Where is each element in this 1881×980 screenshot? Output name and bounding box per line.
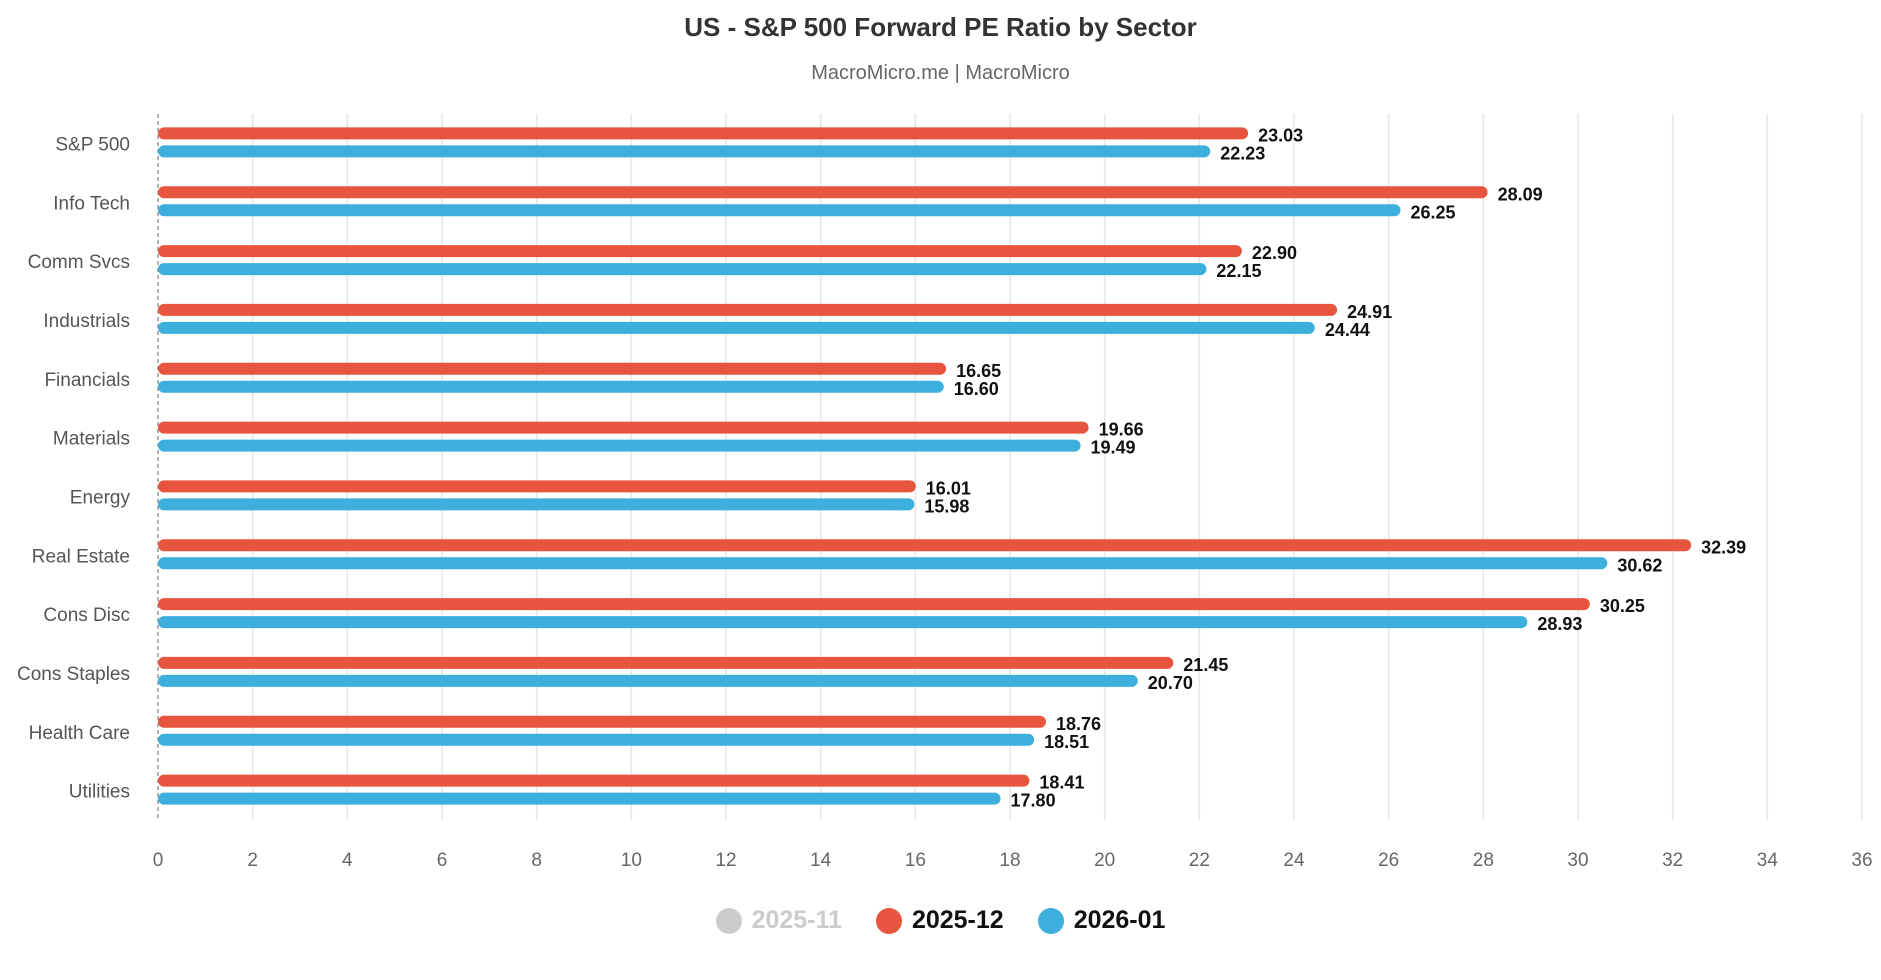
bar-2025-12 (158, 715, 1046, 728)
legend-label: 2025-11 (751, 906, 842, 934)
bar-2025-12 (158, 186, 1488, 199)
x-tick-label: 14 (810, 850, 832, 871)
x-tick-label: 32 (1662, 850, 1683, 871)
bar-2026-01 (158, 557, 1608, 570)
legend-item-2026-01[interactable]: 2026-01 (1037, 906, 1166, 935)
data-label: 18.76 (1056, 714, 1101, 734)
category-label: Cons Disc (43, 605, 130, 626)
legend-dot-icon (875, 907, 902, 934)
bar-2025-12 (158, 421, 1089, 434)
bar-2025-12 (158, 539, 1692, 552)
data-label: 30.25 (1600, 596, 1645, 616)
data-label: 16.60 (954, 379, 999, 399)
bar-2025-12 (158, 598, 1590, 611)
bar-2026-01 (158, 439, 1081, 452)
x-tick-label: 8 (531, 850, 542, 871)
bar-2026-01 (158, 380, 944, 393)
x-tick-label: 0 (153, 850, 164, 871)
category-label: Real Estate (32, 546, 130, 567)
x-tick-label: 12 (715, 850, 736, 871)
data-label: 19.66 (1099, 420, 1144, 440)
data-label: 21.45 (1183, 655, 1228, 675)
category-label: Health Care (29, 723, 130, 744)
data-label: 24.44 (1325, 320, 1370, 340)
x-tick-label: 10 (621, 850, 642, 871)
bar-2025-12 (158, 127, 1249, 140)
chart-subtitle: MacroMicro.me | MacroMicro (811, 62, 1070, 84)
category-label: Cons Staples (17, 664, 130, 685)
data-label: 18.41 (1039, 773, 1084, 793)
legend-dot-icon (715, 907, 742, 934)
data-label: 17.80 (1011, 791, 1056, 811)
category-label: Comm Svcs (28, 252, 130, 273)
legend: 2025-11 2025-12 2026-01 (0, 906, 1881, 935)
bar-2025-12 (158, 480, 916, 493)
bar-2025-12 (158, 303, 1338, 316)
data-label: 28.93 (1537, 614, 1582, 634)
data-label: 32.39 (1701, 537, 1746, 557)
data-label: 24.91 (1347, 302, 1392, 322)
x-tick-label: 26 (1378, 850, 1399, 871)
category-label: Utilities (69, 782, 130, 803)
x-tick-label: 16 (905, 850, 926, 871)
bar-2026-01 (158, 263, 1207, 276)
legend-dot-icon (1037, 907, 1064, 934)
bar-2026-01 (158, 792, 1001, 805)
data-label: 30.62 (1617, 555, 1662, 575)
bar-2026-01 (158, 321, 1315, 334)
x-tick-label: 2 (247, 850, 258, 871)
bar-2025-12 (158, 656, 1174, 669)
bar-2026-01 (158, 674, 1138, 687)
data-label: 22.23 (1220, 143, 1265, 163)
bar-2025-12 (158, 774, 1030, 787)
category-label: Financials (44, 370, 130, 391)
category-label: Materials (53, 429, 130, 450)
category-label: Info Tech (53, 193, 130, 214)
category-label: Industrials (43, 311, 130, 332)
data-label: 22.90 (1252, 243, 1297, 263)
bar-2025-12 (158, 362, 947, 375)
x-tick-label: 6 (437, 850, 448, 871)
bar-2026-01 (158, 204, 1401, 217)
x-tick-label: 22 (1189, 850, 1210, 871)
data-label: 22.15 (1216, 261, 1261, 281)
x-tick-label: 20 (1094, 850, 1115, 871)
bar-2026-01 (158, 498, 915, 511)
category-label: S&P 500 (55, 134, 130, 155)
legend-label: 2025-12 (911, 906, 1004, 934)
x-tick-label: 36 (1851, 850, 1872, 871)
legend-item-2025-12[interactable]: 2025-12 (875, 906, 1004, 935)
legend-item-2025-11[interactable]: 2025-11 (715, 906, 842, 935)
category-label: Energy (70, 487, 131, 508)
data-label: 18.51 (1044, 732, 1089, 752)
x-tick-label: 24 (1283, 850, 1305, 871)
x-tick-label: 4 (342, 850, 353, 871)
data-label: 16.01 (926, 478, 971, 498)
data-label: 28.09 (1498, 184, 1543, 204)
data-label: 23.03 (1258, 125, 1303, 145)
bar-2026-01 (158, 616, 1528, 629)
x-tick-label: 28 (1473, 850, 1494, 871)
bar-2026-01 (158, 145, 1211, 158)
data-label: 20.70 (1148, 673, 1193, 693)
x-tick-label: 34 (1757, 850, 1779, 871)
data-label: 19.49 (1091, 438, 1136, 458)
x-tick-label: 30 (1567, 850, 1588, 871)
bar-2025-12 (158, 245, 1242, 258)
legend-label: 2026-01 (1073, 906, 1166, 934)
x-tick-label: 18 (999, 850, 1020, 871)
data-label: 15.98 (924, 496, 969, 516)
data-label: 16.65 (956, 361, 1001, 381)
data-label: 26.25 (1411, 202, 1456, 222)
chart-title: US - S&P 500 Forward PE Ratio by Sector (684, 12, 1197, 42)
bar-2026-01 (158, 733, 1035, 746)
